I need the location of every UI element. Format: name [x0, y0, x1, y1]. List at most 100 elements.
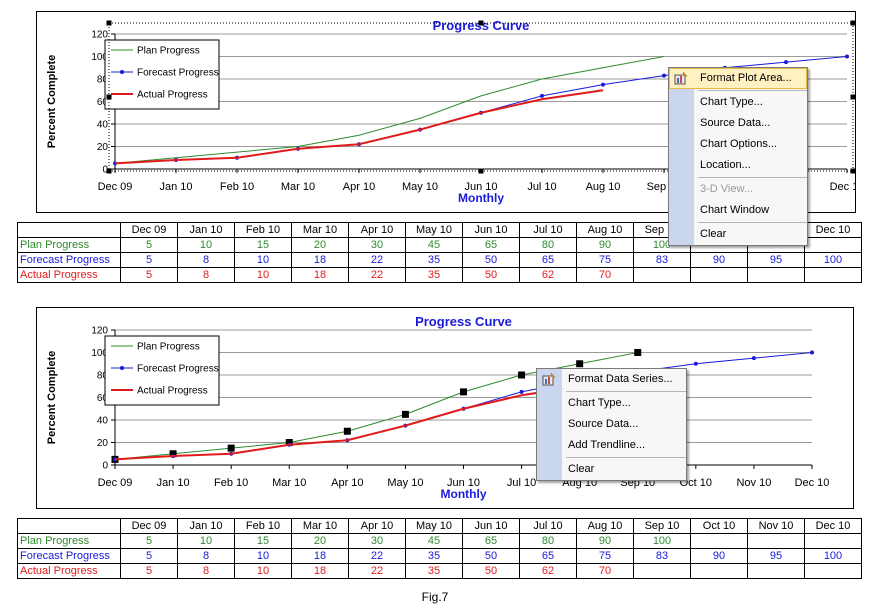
x-tick-label: Jan 10: [159, 181, 192, 193]
table-cell: 95: [747, 252, 805, 268]
menu-item-label: Chart Window: [700, 204, 770, 216]
selection-handle: [850, 94, 855, 100]
legend-box: [104, 39, 220, 110]
menu-item-clear[interactable]: Clear: [537, 459, 686, 480]
menu-item-3-d-view: 3-D View...: [669, 179, 807, 200]
plan-point-handle: [285, 439, 293, 446]
chart-2-frame[interactable]: 0 20 40 60 80 100 120 Dec 09 Jan 10 Feb 10 Mar 10 A…: [36, 307, 854, 509]
forecast-point: [693, 361, 698, 366]
table-cell: [804, 563, 862, 579]
table-cell: 90: [576, 237, 634, 253]
table-header-cell: Mar 10: [291, 518, 349, 534]
plan-point-handle: [634, 349, 642, 356]
menu-item-clear[interactable]: Clear: [669, 224, 807, 245]
table-cell: 10: [234, 548, 292, 564]
table-header-cell: Dec 10: [804, 518, 862, 534]
context-menu-1[interactable]: Format Plot Area... Chart Type... Source D…: [668, 67, 808, 246]
menu-item-chart-type[interactable]: Chart Type...: [669, 92, 807, 113]
legend-marker: [120, 70, 124, 74]
context-menu-2[interactable]: Format Data Series... Chart Type... Source…: [536, 368, 687, 481]
legend-label: Actual Progress: [137, 90, 208, 101]
table-cell: 10: [234, 267, 292, 283]
chart-2-svg[interactable]: 0 20 40 60 80 100 120 Dec 09 Jan 10 Feb 10 Mar 10 A…: [37, 308, 853, 508]
table-header-cell: Dec 09: [120, 518, 178, 534]
table-cell: 90: [690, 252, 748, 268]
menu-item-format-data-series[interactable]: Format Data Series...: [537, 369, 686, 390]
plan-point-handle: [343, 427, 351, 435]
table-cell: 8: [177, 563, 235, 579]
table-header-cell: Jan 10: [177, 518, 235, 534]
data-table-2: Dec 09 Jan 10 Feb 10 Mar 10 Apr 10 May 10 Jun …: [17, 518, 862, 579]
menu-item-label: Clear: [700, 228, 727, 240]
table-header-cell: Mar 10: [291, 222, 349, 238]
menu-item-label: Format Plot Area...: [700, 72, 792, 84]
menu-item-label: Chart Type...: [568, 397, 631, 409]
legend-box: [104, 335, 220, 406]
row-label: Plan Progress: [17, 237, 121, 253]
series-line-actual-progress: [114, 89, 604, 165]
forecast-point: [519, 389, 524, 394]
menu-item-chart-options[interactable]: Chart Options...: [669, 134, 807, 155]
table-header-cell: Apr 10: [348, 518, 406, 534]
legend-label: Forecast Progress: [137, 68, 219, 79]
y-axis-label: Percent Complete: [46, 351, 58, 445]
legend-marker: [120, 366, 124, 370]
table-cell: 100: [633, 533, 691, 549]
table-cell: 5: [120, 548, 178, 564]
table-header-cell: Oct 10: [690, 518, 748, 534]
forecast-point: [540, 93, 544, 98]
table-cell: 45: [405, 533, 463, 549]
figure-caption: Fig.7: [421, 590, 449, 604]
plan-point-handle: [169, 450, 177, 458]
table-row: Actual Progress 5 8 10 18 22 35 50 62 70: [17, 563, 862, 579]
table-cell: 10: [177, 533, 235, 549]
table-cell: 22: [348, 267, 406, 283]
menu-item-chart-window[interactable]: Chart Window: [669, 200, 807, 221]
table-cell: 18: [291, 252, 349, 268]
row-label: Actual Progress: [17, 563, 121, 579]
x-tick-label: Jun 10: [447, 477, 480, 489]
table-cell: 90: [690, 548, 748, 564]
menu-separator: [566, 457, 686, 458]
row-label: Forecast Progress: [17, 548, 121, 564]
table-header-cell: Dec 09: [120, 222, 178, 238]
menu-separator: [698, 177, 807, 178]
table-cell: 22: [348, 252, 406, 268]
table-header-cell: Aug 10: [576, 518, 634, 534]
table-cell: [690, 267, 748, 283]
table-cell: 95: [747, 548, 805, 564]
x-tick-label: Jul 10: [527, 181, 556, 193]
y-tick-label: 100: [91, 52, 108, 63]
menu-item-label: Clear: [568, 463, 595, 475]
table-cell: 8: [177, 252, 235, 268]
table-cell: 100: [804, 252, 862, 268]
table-cell: 5: [120, 252, 178, 268]
table-cell: 20: [291, 237, 349, 253]
y-tick-label: 0: [102, 461, 108, 472]
series-line-plan-progress: [114, 56, 665, 164]
table-header-cell: Jun 10: [462, 222, 520, 238]
selection-handle: [850, 168, 855, 174]
table-cell: [690, 563, 748, 579]
menu-item-chart-type[interactable]: Chart Type...: [537, 393, 686, 414]
menu-item-source-data[interactable]: Source Data...: [537, 414, 686, 435]
menu-item-source-data[interactable]: Source Data...: [669, 113, 807, 134]
format-icon: [674, 71, 688, 85]
plan-point-handle: [227, 444, 235, 452]
menu-item-location[interactable]: Location...: [669, 155, 807, 176]
menu-item-label: Chart Options...: [700, 138, 778, 150]
table-cell: 35: [405, 267, 463, 283]
table-cell: 80: [519, 533, 577, 549]
selection-handle: [478, 20, 484, 26]
y-tick-label: 120: [91, 30, 108, 41]
table-cell: 15: [234, 237, 292, 253]
menu-item-format-plot-area[interactable]: Format Plot Area...: [669, 68, 807, 89]
x-tick-label: Nov 10: [736, 477, 771, 489]
table-cell: [747, 533, 805, 549]
menu-item-add-trendline[interactable]: Add Trendline...: [537, 435, 686, 456]
x-tick-label: May 10: [402, 181, 438, 193]
legend: Plan Progress Forecast Progress Actual Pro…: [104, 335, 220, 406]
table-header-cell: Apr 10: [348, 222, 406, 238]
forecast-point: [601, 82, 605, 87]
table-cell: [633, 563, 691, 579]
